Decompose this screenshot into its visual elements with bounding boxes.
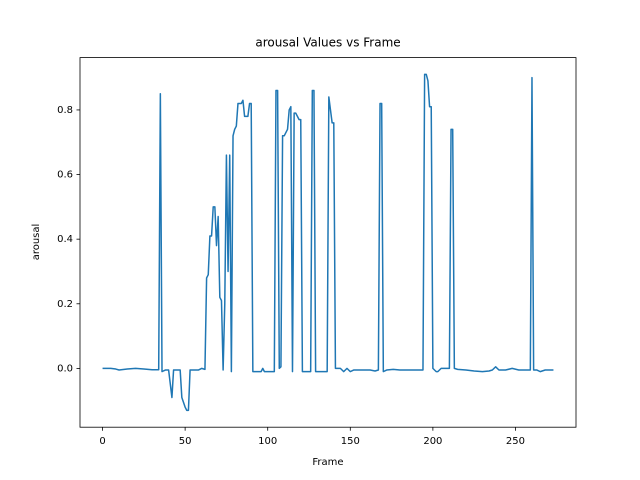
plot-frame	[79, 57, 577, 428]
y-tick-label: 0.4	[57, 234, 73, 245]
x-tick-label: 200	[423, 436, 442, 447]
y-axis-label: arousal	[31, 224, 42, 261]
x-axis-label: Frame	[312, 457, 343, 468]
x-tick-label: 50	[179, 436, 192, 447]
x-tick-label: 100	[258, 436, 277, 447]
y-tick-label: 0.0	[57, 363, 73, 374]
x-tick-label: 0	[99, 436, 105, 447]
data-line	[102, 73, 554, 412]
y-tick-label: 0.2	[57, 299, 73, 310]
y-tick-label: 0.6	[57, 170, 73, 181]
x-tick-label: 150	[341, 436, 360, 447]
chart-title: arousal Values vs Frame	[255, 36, 400, 50]
x-tick-label: 250	[506, 436, 525, 447]
y-tick-label: 0.8	[57, 105, 73, 116]
